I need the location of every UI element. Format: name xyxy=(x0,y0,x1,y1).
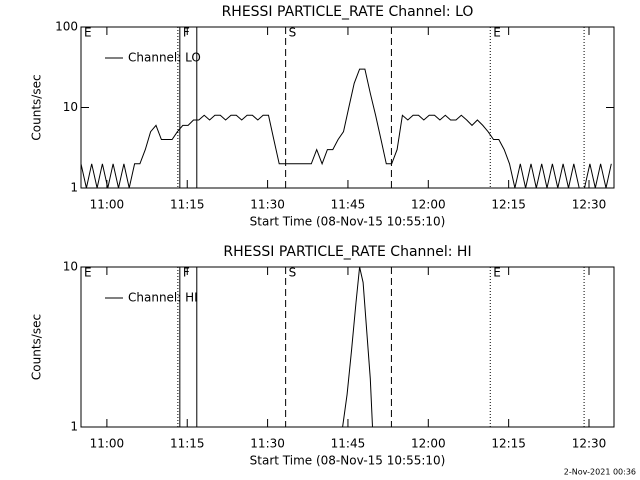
x-tick-label: 12:00 xyxy=(411,198,446,212)
event-flag: F xyxy=(183,26,190,40)
y-tick-label: 1 xyxy=(70,420,78,434)
event-flag: E xyxy=(84,26,92,40)
event-flag: S xyxy=(289,26,297,40)
y-tick-label: 100 xyxy=(55,20,78,34)
x-tick-label: 11:30 xyxy=(250,198,285,212)
event-flag: E xyxy=(84,266,92,280)
y-tick-label: 1 xyxy=(70,181,78,195)
x-tick-label: 11:00 xyxy=(90,437,125,451)
chart-title: RHESSI PARTICLE_RATE Channel: LO xyxy=(222,4,474,20)
footer: 2-Nov-2021 00:36 xyxy=(564,468,636,477)
y-axis-label: Counts/sec xyxy=(30,74,44,140)
event-flag: F xyxy=(183,266,190,280)
x-tick-label: 12:30 xyxy=(572,437,607,451)
x-tick-label: 11:15 xyxy=(170,198,205,212)
data-line xyxy=(342,266,373,428)
y-axis-label: Counts/sec xyxy=(30,314,44,380)
y-tick-label: 10 xyxy=(63,260,78,274)
x-tick-label: 12:00 xyxy=(411,437,446,451)
x-tick-label: 11:45 xyxy=(331,198,366,212)
event-flag: E xyxy=(493,266,501,280)
event-flag: E xyxy=(493,26,501,40)
x-axis-label: Start Time (08-Nov-15 10:55:10) xyxy=(250,215,446,229)
x-tick-label: 11:45 xyxy=(331,437,366,451)
x-tick-label: 11:30 xyxy=(250,437,285,451)
x-tick-label: 11:00 xyxy=(90,198,125,212)
legend-label: Channel: HI xyxy=(128,291,198,305)
legend-label: Channel: LO xyxy=(128,51,201,65)
x-axis-label: Start Time (08-Nov-15 10:55:10) xyxy=(250,454,446,468)
chart-title: RHESSI PARTICLE_RATE Channel: HI xyxy=(223,244,471,260)
x-tick-label: 12:30 xyxy=(572,198,607,212)
x-tick-label: 12:15 xyxy=(491,437,526,451)
data-line xyxy=(80,68,612,189)
x-tick-label: 12:15 xyxy=(491,198,526,212)
y-tick-label: 10 xyxy=(63,100,78,114)
x-tick-label: 11:15 xyxy=(170,437,205,451)
event-flag: S xyxy=(289,266,297,280)
